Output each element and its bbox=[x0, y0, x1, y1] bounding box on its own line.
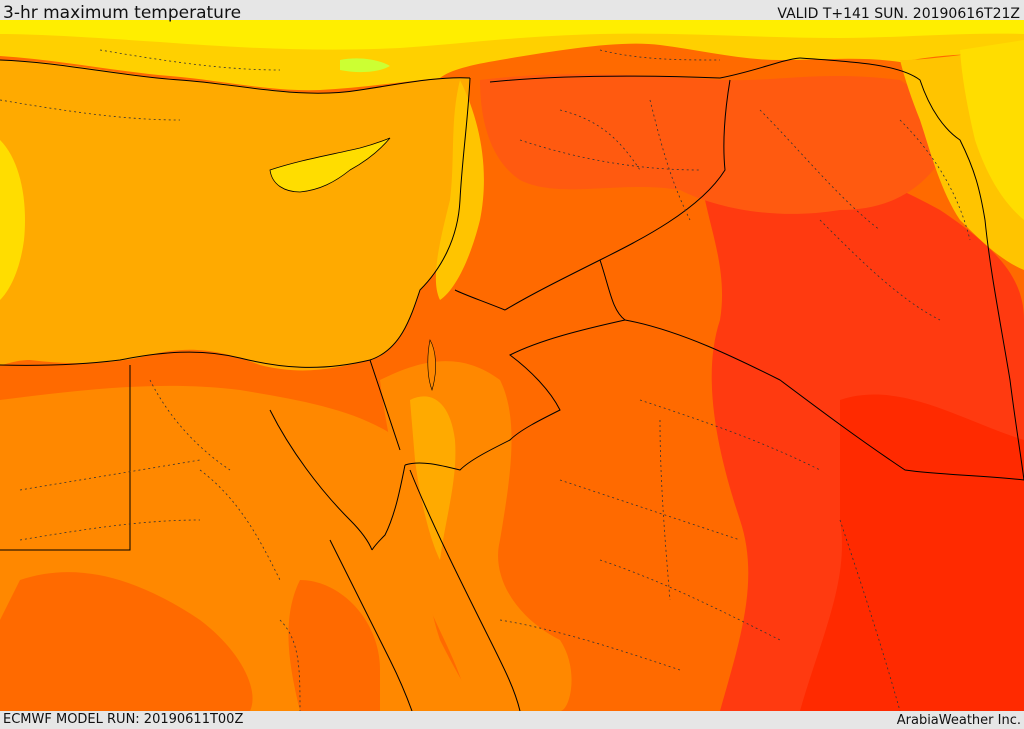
hot-zone-north bbox=[480, 74, 960, 214]
cool-spot-turkey bbox=[340, 58, 390, 73]
cyprus-island bbox=[269, 137, 391, 193]
header-bar bbox=[0, 0, 1024, 20]
libya-coast bbox=[0, 140, 25, 300]
province-borders bbox=[0, 49, 971, 711]
map-title: 3-hr maximum temperature bbox=[3, 3, 242, 23]
temperature-map[interactable] bbox=[0, 20, 1024, 711]
mild-zone-rift bbox=[410, 396, 456, 560]
iran-highlands bbox=[960, 40, 1024, 220]
footer-bar bbox=[0, 711, 1024, 729]
dead-sea bbox=[427, 339, 436, 391]
valid-time-label: VALID T+141 SUN. 20190616T21Z bbox=[777, 6, 1020, 22]
hot-zone-southwest bbox=[0, 572, 253, 711]
model-run-label: ECMWF MODEL RUN: 20190611T00Z bbox=[3, 712, 244, 727]
hottest-zone-southeast bbox=[800, 394, 1024, 711]
country-borders bbox=[0, 57, 1024, 711]
credit-label: ArabiaWeather Inc. bbox=[896, 713, 1021, 728]
mediterranean-sea bbox=[0, 60, 470, 371]
levant-coast bbox=[435, 80, 484, 300]
turkey-north-band bbox=[0, 20, 1024, 50]
hot-zone-nile bbox=[288, 580, 380, 711]
